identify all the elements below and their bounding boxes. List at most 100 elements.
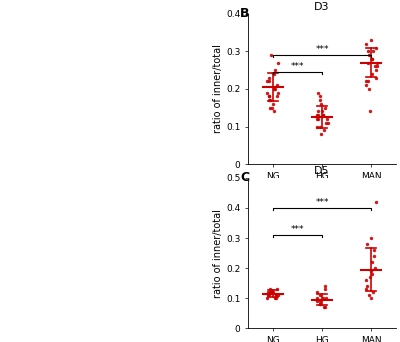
Point [369, 56, 375, 62]
Point [369, 71, 376, 77]
Point [264, 79, 271, 84]
Point [373, 67, 379, 73]
Point [315, 116, 321, 122]
Point [266, 94, 272, 99]
Text: ***: *** [315, 45, 329, 54]
Point [317, 299, 323, 304]
Point [267, 105, 273, 110]
Point [373, 64, 380, 69]
Point [324, 120, 331, 126]
Point [273, 295, 280, 301]
Point [314, 295, 321, 301]
Text: ***: *** [290, 225, 304, 234]
Point [275, 60, 281, 65]
Point [373, 75, 380, 80]
Point [324, 116, 330, 122]
Point [368, 235, 374, 241]
Point [314, 113, 320, 118]
Text: ***: *** [315, 198, 329, 207]
Point [371, 64, 378, 69]
Point [363, 79, 370, 84]
Point [365, 49, 372, 54]
Point [314, 299, 320, 304]
Point [362, 277, 369, 283]
Point [364, 284, 370, 289]
Point [314, 113, 321, 118]
Point [364, 60, 371, 65]
Point [322, 287, 328, 292]
Point [314, 116, 320, 122]
Point [319, 109, 325, 114]
Point [272, 67, 279, 73]
Point [322, 284, 328, 289]
Point [272, 86, 278, 92]
Point [266, 97, 272, 103]
Point [271, 71, 277, 77]
Point [267, 289, 273, 295]
Text: ***: *** [290, 62, 304, 71]
Point [320, 113, 326, 118]
Point [316, 124, 323, 129]
Point [274, 82, 280, 88]
Point [368, 56, 375, 62]
Point [316, 94, 323, 99]
Title: D3: D3 [314, 1, 330, 12]
Point [314, 90, 321, 95]
Title: D5: D5 [314, 166, 330, 176]
Text: B: B [240, 7, 250, 20]
Point [273, 292, 279, 298]
Point [320, 304, 327, 310]
Point [364, 79, 371, 84]
Point [317, 302, 323, 307]
Point [314, 289, 320, 295]
Point [275, 90, 282, 95]
Point [267, 97, 274, 103]
Point [271, 86, 277, 92]
Point [317, 292, 324, 298]
Point [323, 295, 330, 301]
Point [270, 289, 276, 295]
Point [265, 289, 272, 295]
Text: C: C [240, 171, 249, 184]
Point [271, 109, 277, 114]
Point [264, 292, 271, 298]
Point [269, 105, 275, 110]
Point [265, 79, 272, 84]
Point [270, 101, 276, 107]
Point [322, 105, 328, 110]
Point [368, 272, 375, 277]
Point [266, 94, 272, 99]
Point [266, 292, 272, 298]
Point [274, 94, 280, 99]
Point [273, 292, 280, 298]
Point [368, 295, 375, 301]
Y-axis label: ratio of inner/total: ratio of inner/total [213, 44, 223, 133]
Point [322, 120, 329, 126]
Point [371, 247, 377, 253]
Point [373, 45, 379, 50]
Point [367, 109, 373, 114]
Point [320, 295, 327, 301]
Point [320, 113, 326, 118]
Point [268, 52, 274, 58]
Point [373, 199, 379, 205]
Point [371, 265, 378, 271]
Point [264, 295, 270, 301]
Point [318, 131, 324, 137]
Point [366, 86, 372, 92]
Point [315, 109, 322, 114]
Point [368, 37, 374, 43]
Point [370, 49, 376, 54]
Point [267, 287, 273, 292]
Point [321, 128, 327, 133]
Point [370, 289, 376, 295]
Text: A: A [5, 10, 14, 23]
Point [364, 241, 370, 247]
Point [264, 90, 270, 95]
Point [367, 274, 374, 280]
Point [369, 259, 375, 265]
Point [275, 292, 282, 298]
Point [322, 304, 328, 310]
Point [272, 295, 278, 301]
Point [273, 287, 280, 292]
